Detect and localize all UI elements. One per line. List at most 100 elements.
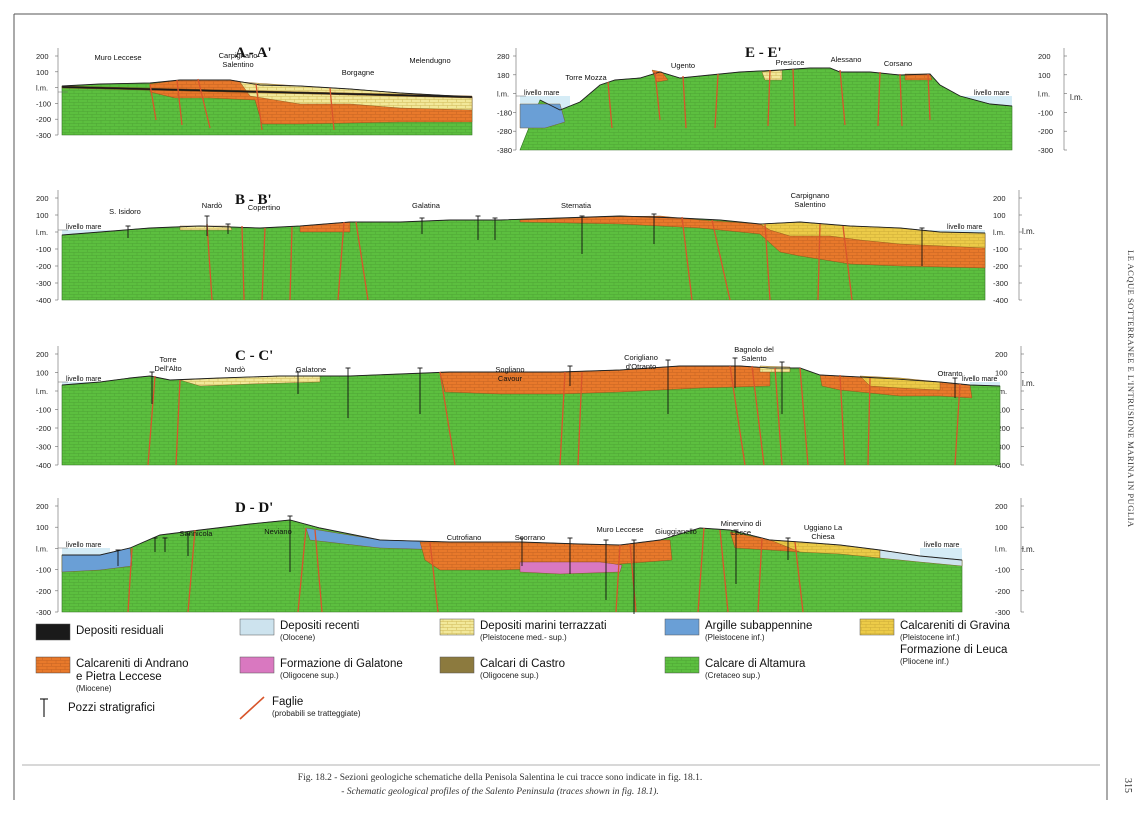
formation-residuali	[61, 85, 473, 99]
fault-line	[697, 527, 705, 613]
fault-line	[774, 367, 783, 466]
section-a-ap: 200 100 l.m. -100 -200 -300 A - A' Muro Leccese…	[36, 45, 473, 140]
locality-label: Presicce	[776, 58, 805, 67]
fault-line	[261, 227, 266, 301]
locality-label: Melendugno	[409, 56, 450, 65]
right-tick-label: -200	[993, 262, 1008, 271]
locality-label: Corigliano d'Otranto	[624, 353, 658, 371]
legend-sublabel: (Oligocene sup.)	[480, 671, 539, 680]
locality-label: Sannicola	[180, 529, 214, 538]
sea-level-right-label: livello mare	[974, 90, 1010, 97]
fault-line	[206, 223, 213, 301]
right-tick-label: -400	[993, 296, 1008, 305]
legend-sublabel: (Pleistocene inf.)	[900, 633, 960, 642]
fault-line	[711, 219, 731, 301]
fault-line	[877, 71, 881, 127]
locality-label: Carpignano Salentino	[791, 191, 830, 209]
legend-label: Depositi residuali	[76, 625, 164, 637]
topographic-surface	[61, 215, 986, 236]
left-tick-label: -400	[36, 461, 51, 470]
locality-label: Sternatia	[561, 201, 592, 210]
right-tick-label: -300	[993, 279, 1008, 288]
right-tick-label: -300	[995, 608, 1010, 617]
legend-item-gravina: Calcareniti di Gravina(Pleistocene inf.)…	[859, 618, 1011, 666]
legend-item-faults: Faglie(probabili se tratteggiate)	[239, 696, 361, 720]
fault-line	[927, 73, 931, 121]
fault-line	[615, 544, 621, 613]
section-title: B - B'	[235, 192, 272, 208]
legend-swatch	[239, 656, 275, 674]
fault-line	[799, 367, 809, 466]
right-sea-level-label: l.m.	[1022, 227, 1035, 236]
fault-line	[187, 529, 196, 613]
fault-line	[839, 69, 846, 126]
fault-line	[899, 73, 903, 127]
locality-label: Galatone	[296, 365, 326, 374]
legend-label: Calcareniti di Andrano	[76, 658, 189, 670]
locality-label: Carpignano Salentino	[219, 51, 258, 69]
legend-sublabel: (Miocene)	[76, 684, 112, 693]
right-tick-label: 200	[995, 350, 1008, 359]
right-tick-label: -200	[995, 587, 1010, 596]
left-tick-label: -300	[36, 443, 51, 452]
locality-label: Neviano	[264, 527, 292, 536]
right-tick-label: l.m.	[995, 387, 1007, 396]
legend: Depositi residuali Depositi recenti(Oloce…	[35, 618, 1011, 720]
fault-line	[149, 83, 157, 121]
fault-line	[255, 83, 263, 131]
left-tick-label: -400	[36, 296, 51, 305]
legend-sublabel: (probabili se tratteggiate)	[272, 709, 361, 718]
left-tick-label: 100	[36, 523, 49, 532]
fault-line	[714, 73, 719, 129]
left-tick-label: -100	[36, 99, 51, 108]
right-tick-label: 100	[993, 211, 1006, 220]
topographic-surface	[61, 365, 1001, 387]
fault-line	[559, 371, 566, 466]
caption-english: - Schematic geological profiles of the S…	[341, 787, 659, 797]
locality-label: S. Isidoro	[109, 207, 141, 216]
fault-line	[439, 371, 456, 466]
locality-label: Corsano	[884, 59, 912, 68]
legend-item-altamura: Calcare di Altamura(Cretaceo sup.)	[664, 656, 806, 680]
right-sea-level-label: l.m.	[1022, 545, 1035, 554]
locality-label: Scorrano	[515, 533, 545, 542]
legend-sublabel: (Olocene)	[280, 633, 315, 642]
right-tick-label: 200	[995, 502, 1008, 511]
fault-line	[867, 377, 871, 466]
left-tick-label: -200	[36, 587, 51, 596]
right-tick-label: -200	[1038, 127, 1053, 136]
fault-line	[839, 374, 846, 466]
legend-swatch	[239, 618, 275, 636]
fault-line	[337, 221, 345, 301]
locality-label: Cutrofiano	[447, 533, 482, 542]
locality-label: Alessano	[831, 55, 862, 64]
fault-line	[175, 379, 181, 466]
section-title: D - D'	[235, 500, 273, 516]
right-tick-label: l.m.	[1038, 90, 1050, 99]
right-sea-level-label: l.m.	[1022, 379, 1035, 388]
locality-label: Torre Mozza	[565, 73, 607, 82]
right-tick-label: 200	[993, 194, 1006, 203]
locality-label: Galatina	[412, 201, 441, 210]
section-e-ep: 280 180 l.m. -180 -280 -380 200 100 l.m. -100 -200…	[497, 45, 1083, 155]
page-number: 315	[1122, 778, 1133, 793]
fault-line	[297, 527, 307, 613]
fault-line	[197, 78, 211, 129]
right-tick-label: -100	[995, 566, 1010, 575]
brick-texture	[62, 216, 985, 300]
left-tick-label: -300	[36, 131, 51, 140]
locality-label: Ugento	[671, 61, 695, 70]
formation-galatone	[519, 561, 623, 575]
legend-label: Argille subappennine	[705, 620, 812, 632]
left-tick-label: l.m.	[36, 544, 48, 553]
topographic-surface	[539, 67, 1013, 111]
left-tick-label: 100	[36, 369, 49, 378]
left-tick-label: l.m.	[497, 90, 509, 99]
fault-line	[654, 71, 661, 121]
sea-level-left-label: livello mare	[66, 542, 102, 549]
left-tick-label: l.m.	[36, 84, 48, 93]
locality-label: Nardò	[202, 201, 222, 210]
fault-line	[719, 529, 729, 613]
fault-line	[607, 81, 613, 129]
